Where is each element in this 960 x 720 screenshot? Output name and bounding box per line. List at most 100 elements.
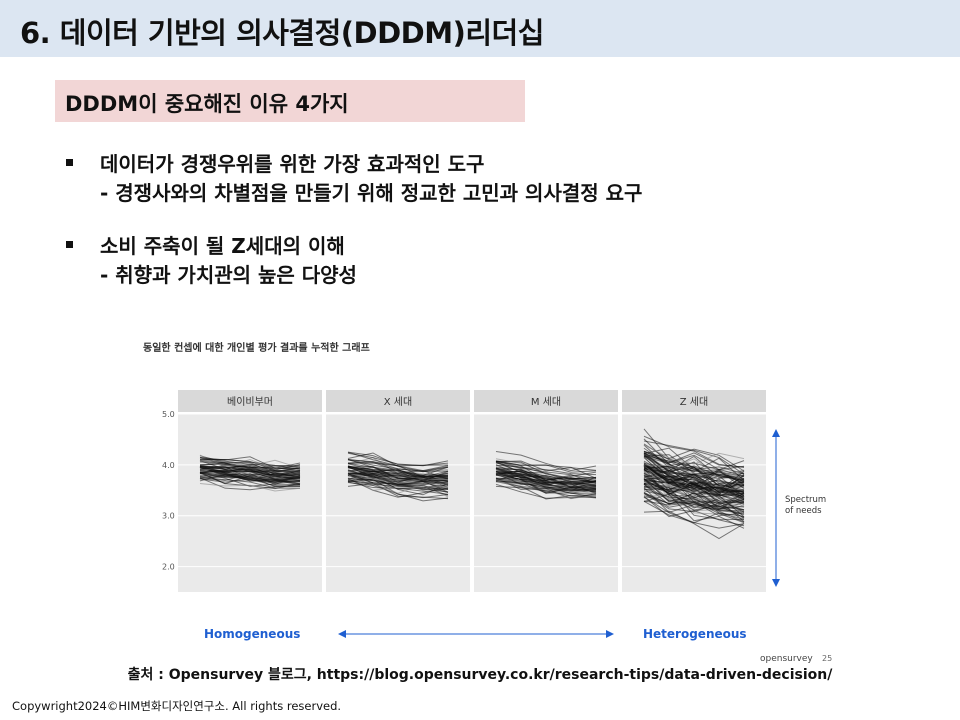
- series-line: [495, 472, 597, 488]
- series-line: [643, 495, 745, 510]
- bullet-detail: - 취향과 가치관의 높은 다양성: [100, 263, 357, 287]
- series-line: [495, 473, 597, 487]
- bullet-detail: - 경쟁사와의 차별점을 만들기 위해 정교한 고민과 의사결정 요구: [100, 181, 643, 205]
- series-line: [347, 481, 449, 495]
- series-line: [643, 450, 745, 492]
- series-line: [643, 493, 745, 529]
- series-line: [495, 485, 597, 499]
- section-subtitle: DDDM이 중요해진 이유 4가지: [65, 92, 349, 116]
- spectrum-arrow: [772, 429, 780, 587]
- series-line: [495, 479, 597, 494]
- series-line: [643, 464, 745, 478]
- brand-label: opensurvey: [760, 654, 813, 664]
- series-line: [347, 480, 449, 488]
- series-line: [199, 458, 301, 467]
- series-line: [347, 465, 449, 480]
- series-line: [347, 452, 449, 467]
- y-tick-label: 4.0: [162, 461, 175, 470]
- series-line: [643, 478, 745, 518]
- series-line: [199, 467, 301, 485]
- page-number: 25: [822, 654, 832, 663]
- spectrum-horizontal-arrow: [338, 630, 614, 638]
- series-line: [347, 470, 449, 482]
- bullet-heading: 소비 주축이 될 Z세대의 이해: [100, 234, 345, 258]
- series-line: [199, 473, 301, 482]
- chart-panel: M 세대: [474, 390, 618, 592]
- panel-plot-area: [178, 414, 322, 592]
- series-line: [347, 474, 449, 491]
- series-line: [643, 496, 745, 527]
- series-line: [643, 510, 745, 540]
- chart-figure: 동일한 컨셉에 대한 개인별 평가 결과를 누적한 그래프 5.0 4.0 3.0 2…: [135, 328, 835, 664]
- copyright-notice: Copywright2024©HIM변화디자인연구소. All rights r…: [12, 699, 342, 713]
- panel-title: M 세대: [531, 396, 561, 408]
- series-line: [495, 460, 597, 479]
- y-tick-label: 3.0: [162, 512, 175, 521]
- series-line: [199, 476, 301, 489]
- series-line: [643, 496, 745, 529]
- chart-svg: 동일한 컨셉에 대한 개인별 평가 결과를 누적한 그래프 5.0 4.0 3.0 2…: [143, 341, 832, 664]
- panel-title: X 세대: [384, 396, 412, 408]
- section-subtitle-box: DDDM이 중요해진 이유 4가지: [55, 80, 525, 122]
- series-line: [643, 450, 745, 471]
- series-line: [643, 444, 745, 465]
- bullet-list: 데이터가 경쟁우위를 위한 가장 효과적인 도구 - 경쟁사와의 차별점을 만들…: [66, 150, 946, 314]
- square-bullet-icon: [66, 241, 73, 248]
- series-line: [643, 447, 745, 475]
- series-line: [643, 464, 745, 493]
- panel-header: [178, 390, 322, 412]
- chart-panel: X 세대: [326, 390, 470, 592]
- series-line: [643, 440, 745, 475]
- series-line: [347, 458, 449, 476]
- series-line: [347, 461, 449, 472]
- series-line: [347, 472, 449, 484]
- panel-header: [326, 390, 470, 412]
- panel-lines: [199, 454, 301, 492]
- series-line: [347, 482, 449, 500]
- chart-panel: Z 세대: [622, 390, 766, 592]
- square-bullet-icon: [66, 159, 73, 166]
- series-line: [643, 452, 745, 468]
- panel-title: 베이비부머: [227, 396, 273, 408]
- series-line: [643, 472, 745, 489]
- series-line: [199, 468, 301, 479]
- series-line: [495, 464, 597, 488]
- source-citation: 출처 : Opensurvey 블로그, https://blog.opensu…: [127, 667, 833, 683]
- series-line: [643, 428, 745, 472]
- chart-title: 동일한 컨셉에 대한 개인별 평가 결과를 누적한 그래프: [143, 341, 370, 354]
- series-line: [495, 480, 597, 500]
- spectrum-label-line1: Spectrum: [785, 495, 826, 505]
- series-line: [199, 465, 301, 473]
- series-line: [643, 464, 745, 493]
- series-line: [495, 451, 597, 472]
- series-line: [495, 460, 597, 480]
- heterogeneous-label: Heterogeneous: [643, 627, 747, 641]
- series-line: [199, 466, 301, 479]
- series-line: [199, 483, 301, 492]
- homogeneous-label: Homogeneous: [204, 627, 300, 641]
- series-line: [643, 500, 745, 510]
- y-tick-label: 5.0: [162, 410, 175, 419]
- panel-lines: [643, 428, 745, 540]
- series-line: [495, 460, 597, 472]
- chart-panel: 베이비부머: [178, 390, 322, 592]
- series-line: [495, 466, 597, 482]
- y-tick-label: 2.0: [162, 563, 175, 572]
- panel-lines: [347, 451, 449, 502]
- series-line: [643, 492, 745, 517]
- series-line: [347, 478, 449, 498]
- series-line: [495, 460, 597, 476]
- series-line: [643, 472, 745, 496]
- spectrum-label-line2: of needs: [785, 506, 822, 516]
- panel-header: [622, 390, 766, 412]
- bullet-item: 소비 주축이 될 Z세대의 이해 - 취향과 가치관의 높은 다양성: [66, 232, 946, 290]
- panel-title: Z 세대: [680, 396, 708, 408]
- series-line: [199, 459, 301, 469]
- series-line: [643, 493, 745, 519]
- series-line: [495, 473, 597, 492]
- series-line: [347, 469, 449, 482]
- panel-plot-area: [474, 414, 618, 592]
- title-bar: 6. 데이터 기반의 의사결정(DDDM)리더십: [0, 0, 960, 57]
- series-line: [347, 452, 449, 473]
- bullet-item: 데이터가 경쟁우위를 위한 가장 효과적인 도구 - 경쟁사와의 차별점을 만들…: [66, 150, 946, 208]
